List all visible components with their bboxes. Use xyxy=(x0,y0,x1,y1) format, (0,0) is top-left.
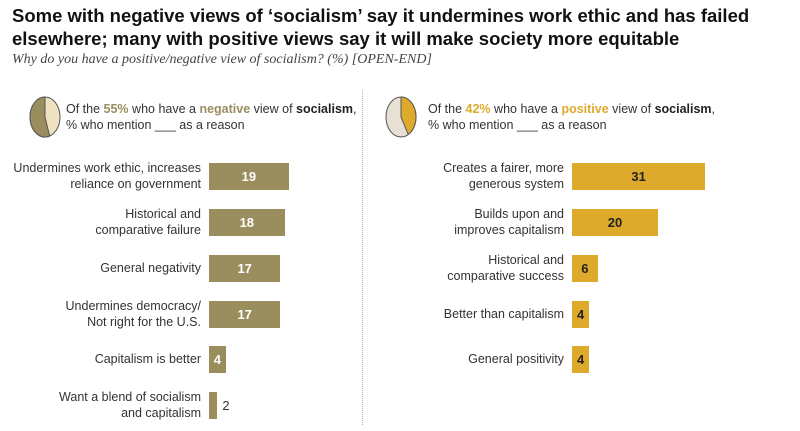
pie-share-slice xyxy=(400,96,417,136)
negative-panel-header: Of the 55% who have a negative view of s… xyxy=(66,102,357,132)
bar xyxy=(572,300,590,328)
category-label-line: and capitalism xyxy=(121,406,201,420)
category-label-line: comparative failure xyxy=(95,223,201,237)
positive-share-percent: 42% xyxy=(465,102,491,116)
category-label: Historical and comparative success xyxy=(389,252,564,284)
category-label-line: Capitalism is better xyxy=(94,352,201,366)
bar xyxy=(209,345,226,373)
category-label-line: Undermines work ethic, increases xyxy=(13,161,201,175)
chart-subtitle: Why do you have a positive/negative view… xyxy=(12,52,432,67)
negative-keyword: negative xyxy=(199,102,251,116)
category-label: Undermines work ethic, increases reliance… xyxy=(1,160,201,192)
panel-divider xyxy=(362,90,363,425)
bar-value-label: 4 xyxy=(213,351,222,367)
pie-share-slice xyxy=(29,96,51,138)
bar-value-label: 2 xyxy=(222,397,230,413)
positive-keyword: positive xyxy=(561,102,609,116)
bar xyxy=(209,254,281,282)
category-label-line: Better than capitalism xyxy=(443,307,564,321)
category-label-line: Historical and xyxy=(125,207,201,221)
category-label-line: reliance on government xyxy=(70,177,201,191)
category-label: Want a blend of socialism and capitalism xyxy=(1,389,201,421)
category-label: General positivity xyxy=(389,351,564,367)
chart-title: Some with negative views of ‘socialism’ … xyxy=(12,5,750,49)
bar xyxy=(209,391,218,419)
bar-value-label: 18 xyxy=(239,214,255,230)
category-label: Better than capitalism xyxy=(389,306,564,322)
bar-value-label: 20 xyxy=(607,214,623,230)
category-label: Undermines democracy/Not right for the U… xyxy=(1,298,201,330)
bar-value-label: 17 xyxy=(237,306,252,322)
bar xyxy=(572,254,598,282)
bar xyxy=(209,208,285,236)
category-label: Builds upon and improves capitalism xyxy=(389,206,564,238)
category-label-line: General positivity xyxy=(468,352,564,366)
category-label: Historical and comparative failure xyxy=(1,206,201,238)
positive-share-pie xyxy=(385,96,417,138)
bar xyxy=(572,162,706,190)
category-label: General negativity xyxy=(1,260,201,276)
bar-value-label: 4 xyxy=(576,351,585,367)
negative-share-pie xyxy=(29,96,61,138)
category-label-line: General negativity xyxy=(100,261,201,275)
category-label-line: Not right for the U.S. xyxy=(87,315,201,329)
bar-value-label: 6 xyxy=(581,260,589,276)
category-label-line: generous system xyxy=(468,177,564,191)
category-label: Capitalism is better xyxy=(1,351,201,367)
category-label: Creates a fairer, more generous system xyxy=(389,160,564,192)
category-label-line: Builds upon and xyxy=(474,207,564,221)
bar xyxy=(209,300,281,328)
negative-share-percent: 55% xyxy=(103,102,129,116)
category-label-line: Undermines democracy/ xyxy=(65,299,201,313)
bar xyxy=(572,345,590,373)
bar-value-label: 17 xyxy=(237,260,252,276)
category-label-line: Historical and xyxy=(488,253,564,267)
bar xyxy=(209,162,289,190)
category-label-line: Creates a fairer, more xyxy=(443,161,564,175)
bar-value-label: 4 xyxy=(576,306,585,322)
bar-value-label: 31 xyxy=(631,168,646,184)
category-label-line: improves capitalism xyxy=(454,223,564,237)
positive-panel-header: Of the 42% who have a positive view of s… xyxy=(428,102,716,132)
bar xyxy=(572,208,658,236)
bar-value-label: 19 xyxy=(241,168,257,184)
category-label-line: Want a blend of socialism xyxy=(59,390,201,404)
category-label-line: comparative success xyxy=(447,269,564,283)
